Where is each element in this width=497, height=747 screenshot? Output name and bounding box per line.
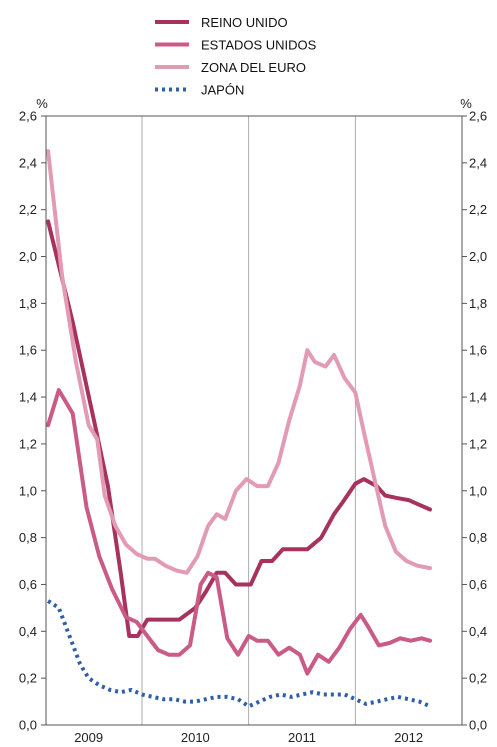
y-unit-left: % — [36, 96, 48, 111]
grid — [141, 116, 356, 725]
x-tick-label: 2012 — [394, 730, 423, 745]
legend-label-2: ZONA DEL EURO — [201, 60, 306, 75]
y-tick-label-left: 0,0 — [19, 718, 37, 733]
y-tick-label-right: 0,4 — [469, 624, 487, 639]
y-tick-label-right: 2,2 — [469, 202, 487, 217]
x-tick-label: 2010 — [181, 730, 210, 745]
y-tick-label-left: 0,6 — [19, 577, 37, 592]
y-tick-label-left: 2,4 — [19, 155, 37, 170]
series-line-3 — [47, 599, 431, 709]
legend-label-0: REINO UNIDO — [201, 15, 288, 30]
plot-frame — [45, 115, 463, 726]
x-tick-label: 2009 — [74, 730, 103, 745]
y-tick-label-left: 2,6 — [19, 109, 37, 124]
y-tick-label-right: 0,6 — [469, 577, 487, 592]
y-tick-label-right: 0,0 — [469, 718, 487, 733]
y-tick-label-left: 0,2 — [19, 671, 37, 686]
series-line-1 — [46, 388, 432, 676]
y-tick-label-left: 0,4 — [19, 624, 37, 639]
x-tick-label: 2011 — [288, 730, 316, 745]
y-tick-label-left: 0,8 — [19, 530, 37, 545]
y-tick-label-left: 1,6 — [19, 343, 37, 358]
legend: REINO UNIDO ESTADOS UNIDOS ZONA DEL EURO JA… — [155, 15, 317, 98]
y-tick-label-right: 1,2 — [469, 436, 487, 451]
y-tick-label-right: 2,0 — [469, 249, 487, 264]
y-tick-label-right: 2,4 — [469, 155, 487, 170]
y-tick-label-right: 1,0 — [469, 483, 487, 498]
y-tick-label-left: 1,4 — [19, 390, 37, 405]
y-tick-label-right: 1,4 — [469, 390, 487, 405]
legend-label-3: JAPÓN — [201, 83, 244, 98]
y-tick-label-left: 1,8 — [19, 296, 37, 311]
y-tick-label-right: 1,8 — [469, 296, 487, 311]
y-tick-label-right: 0,8 — [469, 530, 487, 545]
y-tick-label-left: 2,2 — [19, 202, 37, 217]
y-tick-label-left: 1,2 — [19, 436, 37, 451]
y-tick-label-left: 2,0 — [19, 249, 37, 264]
y-tick-label-right: 0,2 — [469, 671, 487, 686]
y-unit-right: % — [460, 96, 472, 111]
series-line-2 — [46, 149, 432, 575]
legend-label-1: ESTADOS UNIDOS — [201, 38, 317, 53]
y-tick-label-right: 1,6 — [469, 343, 487, 358]
axes: 0,0 0,0 0,2 0,2 0,4 0,4 0,6 0,6 0,8 0,8 1,0 1,0 1,2 1… — [19, 96, 487, 745]
y-tick-label-right: 2,6 — [469, 109, 487, 124]
series-layer — [46, 149, 432, 709]
y-tick-label-left: 1,0 — [19, 483, 37, 498]
